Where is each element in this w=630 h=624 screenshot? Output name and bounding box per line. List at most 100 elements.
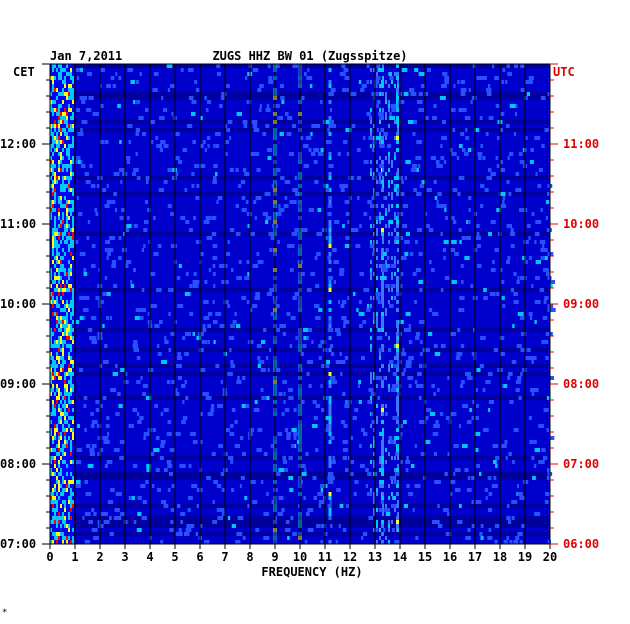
harmonic-cell <box>381 140 384 144</box>
spectrum-cell <box>70 484 72 488</box>
spectrum-cell <box>70 360 72 364</box>
spectrum-cell <box>68 412 70 416</box>
spectrum-cell <box>62 480 64 484</box>
spectrum-cell <box>60 348 62 352</box>
noise-cell <box>263 512 269 516</box>
spectrum-cell <box>72 528 74 532</box>
noise-cell <box>234 312 237 316</box>
harmonic-cell <box>328 496 332 500</box>
noise-cell <box>149 272 156 276</box>
noise-cell <box>288 152 294 156</box>
spectrum-cell <box>52 172 54 176</box>
band-cell <box>388 204 390 208</box>
spectrum-cell <box>60 496 62 500</box>
noise-cell <box>166 380 171 384</box>
spectrum-cell <box>72 416 74 420</box>
noise-cell <box>513 540 519 544</box>
spectrum-cell <box>50 136 52 140</box>
band-cell <box>385 112 387 116</box>
spectrum-cell <box>50 204 52 208</box>
noise-cell <box>389 476 396 480</box>
band-cell <box>388 336 390 340</box>
spectrum-cell <box>54 132 56 136</box>
spectrum-cell <box>72 68 74 72</box>
noise-cell <box>216 72 222 76</box>
noise-cell <box>549 304 554 308</box>
spectrum-cell <box>68 212 70 216</box>
left-time-label: 09:00 <box>0 377 36 391</box>
noise-cell <box>440 156 445 160</box>
spectrum-cell <box>60 296 62 300</box>
noise-cell <box>327 504 332 508</box>
noise-cell <box>308 148 312 152</box>
noise-cell <box>469 408 472 412</box>
harmonic-cell <box>396 524 399 528</box>
spectrum-cell <box>64 308 66 312</box>
spectrum-cell <box>56 436 58 440</box>
noise-cell <box>362 320 367 324</box>
band-cell <box>385 376 387 380</box>
noise-cell <box>342 456 348 460</box>
noise-cell <box>144 108 149 112</box>
noise-cell <box>261 396 265 400</box>
noise-cell <box>217 516 223 520</box>
noise-cell <box>531 284 534 288</box>
spectrum-cell <box>54 100 56 104</box>
spectrum-cell <box>66 192 68 196</box>
noise-cell <box>224 140 230 144</box>
harmonic-cell <box>396 484 399 488</box>
noise-cell <box>534 320 537 324</box>
noise-cell <box>392 372 397 376</box>
noise-cell <box>436 200 439 204</box>
spectrum-cell <box>60 364 62 368</box>
noise-cell <box>305 136 312 140</box>
noise-cell <box>486 176 493 180</box>
noise-cell <box>216 484 222 488</box>
noise-cell <box>433 312 439 316</box>
band-cell <box>373 232 375 236</box>
spectrum-cell <box>60 280 62 284</box>
noise-cell <box>298 480 303 484</box>
noise-cell <box>320 340 327 344</box>
noise-cell <box>75 460 82 464</box>
noise-cell <box>287 116 293 120</box>
noise-cell <box>451 412 457 416</box>
spectrum-cell <box>52 356 54 360</box>
noise-cell <box>490 220 496 224</box>
spectrum-cell <box>52 260 54 264</box>
noise-cell <box>345 236 348 240</box>
band-cell <box>388 180 390 184</box>
noise-cell <box>379 112 384 116</box>
spectrum-cell <box>60 64 62 68</box>
spectrum-cell <box>72 188 74 192</box>
spectrum-cell <box>56 220 58 224</box>
noise-cell <box>143 220 149 224</box>
harmonic-cell <box>328 416 332 420</box>
spectrum-cell <box>58 92 60 96</box>
spectrum-cell <box>72 64 74 68</box>
noise-cell <box>207 340 210 344</box>
noise-cell <box>527 224 531 228</box>
spectrum-cell <box>70 320 72 324</box>
noise-cell <box>513 132 517 136</box>
spectrum-cell <box>50 372 52 376</box>
noise-cell <box>174 156 180 160</box>
noise-cell <box>174 132 180 136</box>
noise-cell <box>453 84 456 88</box>
noise-cell <box>253 152 260 156</box>
noise-cell <box>327 204 333 208</box>
noise-cell <box>188 464 192 468</box>
noise-cell <box>358 80 362 84</box>
noise-cell <box>113 516 118 520</box>
noise-cell <box>533 388 539 392</box>
spectrum-cell <box>56 228 58 232</box>
noise-cell <box>496 208 501 212</box>
noise-cell <box>454 488 461 492</box>
noise-cell <box>486 92 492 96</box>
noise-cell <box>175 388 178 392</box>
spectrum-cell <box>70 300 72 304</box>
spectrum-cell <box>64 460 66 464</box>
noise-cell <box>307 528 314 532</box>
spectrum-cell <box>66 480 68 484</box>
spectrum-cell <box>54 232 56 236</box>
